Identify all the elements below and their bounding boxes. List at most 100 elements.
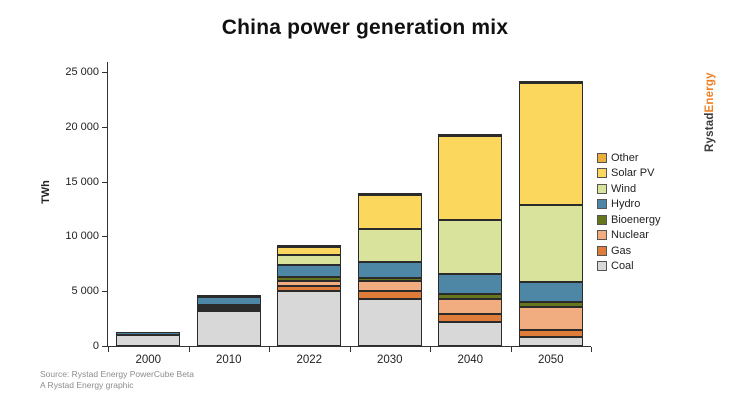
bar-segment-gas [196,309,261,312]
legend-label: Hydro [611,198,641,211]
x-axis-tick [269,347,270,352]
source-note: Source: Rystad Energy PowerCube Beta A R… [40,369,194,392]
bar-segment-coal [196,311,261,346]
x-axis-tick [430,347,431,352]
bar-segment-coal [438,321,503,346]
legend-item-solar-pv: Solar PV [597,166,661,182]
bar-2022 [277,244,342,346]
bar-slot-2030 [350,62,431,346]
legend: Other Solar PV Wind Hydro Bioenergy Nuclear Ga… [597,150,661,274]
y-axis-tick-label: 10 000 [65,230,99,243]
bar-slot-2040 [430,62,511,346]
y-axis-tick-label: 0 [92,340,99,352]
bar-segment-solar-pv [357,195,422,229]
plot-area: 0 5 000 10 000 15 000 20 000 25 000 2000 2010 20… [65,62,592,366]
legend-swatch-bioenergy [597,214,607,225]
bar-segment-bioenergy [196,305,261,308]
bar-segment-gas [518,330,583,337]
bar-slot-2000 [108,62,189,346]
bar-slot-2022 [269,62,350,346]
bar-2000 [116,331,181,346]
x-axis-label-2010: 2010 [215,354,242,366]
bar-segment-hydro [277,264,342,278]
bar-segment-other [438,134,503,137]
y-axis-tick-label: 20 000 [65,120,99,133]
bar-segment-nuclear [518,307,583,331]
y-axis-tick-label: 5 000 [71,285,99,298]
legend-swatch-gas [597,245,607,256]
source-line-2: A Rystad Energy graphic [40,380,134,391]
bar-segment-gas [357,291,422,300]
bar-segment-bioenergy [518,302,583,308]
bar-segment-wind [518,204,583,283]
legend-item-coal: Coal [597,259,661,275]
x-axis-label-2000: 2000 [135,354,162,366]
x-axis-tick [108,347,109,352]
y-axis-tick [102,181,107,183]
bar-segment-gas [277,286,342,291]
legend-item-nuclear: Nuclear [597,228,661,244]
bar-segment-hydro [518,282,583,303]
bar-segment-other [518,81,583,84]
bar-segment-coal [518,336,583,346]
bar-segment-hydro [196,297,261,306]
bar-segment-solar-pv [438,136,503,220]
x-axis-tick [349,347,351,352]
bar-segment-wind [357,228,422,262]
y-axis-tick-label: 25 000 [65,66,99,78]
legend-item-bioenergy: Bioenergy [597,212,661,228]
bar-slot-2050 [511,62,592,346]
bar-segment-nuclear [196,307,261,310]
legend-label: Wind [611,182,637,195]
brand-rystad: Rystad [704,112,716,152]
legend-label: Other [611,151,639,164]
x-axis-tick [591,347,592,352]
bar-segment-hydro [438,274,503,294]
bar-segment-bioenergy [277,277,342,281]
y-axis-tick [102,291,107,293]
y-axis-tick [102,72,107,73]
y-axis-tick [102,126,107,128]
legend-swatch-hydro [597,199,607,210]
bar-segment-coal [277,290,342,346]
legend-swatch-nuclear [597,230,607,241]
y-axis-tick [102,346,107,347]
bar-segment-other [277,244,342,247]
bar-segment-wind [277,255,342,265]
x-axis-label-2040: 2040 [457,354,484,366]
bar-segment-bioenergy [357,278,422,282]
bars-container [108,62,591,346]
legend-item-hydro: Hydro [597,197,661,213]
legend-swatch-wind [597,183,607,194]
legend-label: Coal [611,260,634,273]
bar-segment-gas [438,313,503,322]
brand-energy: Energy [704,72,716,113]
x-axis-label-2030: 2030 [376,354,403,366]
bar-segment-coal [357,299,422,346]
legend-label: Bioenergy [611,213,661,226]
x-axis-tick [188,347,190,352]
bar-segment-hydro [357,261,422,279]
legend-label: Nuclear [611,229,649,242]
bar-2050 [518,81,583,346]
bar-segment-other [357,193,422,196]
legend-item-other: Other [597,150,661,166]
legend-item-gas: Gas [597,243,661,259]
bar-segment-solar-pv [277,246,342,256]
bar-segment-nuclear [357,281,422,292]
bar-2010 [196,295,261,346]
bar-segment-bioenergy [438,293,503,299]
rystad-energy-logo: RystadEnergy [704,42,716,152]
x-axis-label-2022: 2022 [296,354,323,366]
bar-segment-nuclear [438,298,503,314]
legend-label: Solar PV [611,167,655,180]
source-line-1: Source: Rystad Energy PowerCube Beta [40,369,195,379]
bar-2040 [438,134,503,346]
bar-segment-hydro [116,331,181,335]
x-axis-label-2050: 2050 [537,354,564,366]
y-axis-tick [102,236,107,238]
legend-swatch-coal [597,261,607,272]
bar-segment-wind [438,220,503,275]
bar-segment-solar-pv [518,83,583,205]
